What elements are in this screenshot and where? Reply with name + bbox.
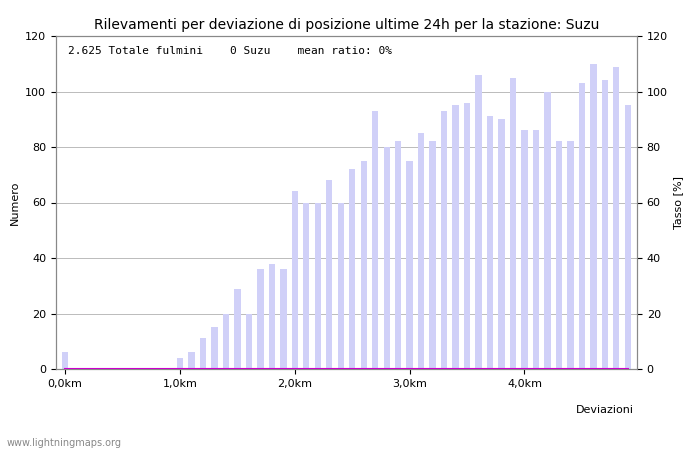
Bar	[602, 81, 608, 369]
Bar	[418, 133, 424, 369]
Title: Rilevamenti per deviazione di posizione ultime 24h per la stazione: Suzu: Rilevamenti per deviazione di posizione …	[94, 18, 599, 32]
Text: 2.625 Totale fulmini    0 Suzu    mean ratio: 0%: 2.625 Totale fulmini 0 Suzu mean ratio: …	[68, 46, 391, 56]
Bar	[384, 147, 390, 369]
Bar	[590, 64, 596, 369]
Bar	[177, 358, 183, 369]
Bar	[62, 352, 69, 369]
Bar	[452, 105, 458, 369]
Bar	[246, 314, 252, 369]
Bar	[441, 111, 447, 369]
Bar	[567, 141, 573, 369]
Bar	[533, 130, 539, 369]
Bar	[624, 105, 631, 369]
Bar	[487, 117, 494, 369]
Bar	[349, 169, 356, 369]
Bar	[269, 264, 275, 369]
Bar	[337, 202, 344, 369]
Bar	[395, 141, 401, 369]
Bar	[326, 180, 332, 369]
Bar	[199, 338, 206, 369]
Bar	[211, 327, 218, 369]
Bar	[579, 83, 585, 369]
Bar	[292, 191, 298, 369]
Y-axis label: Numero: Numero	[10, 180, 20, 225]
Text: Deviazioni: Deviazioni	[575, 405, 634, 415]
Bar	[234, 288, 241, 369]
Bar	[613, 67, 620, 369]
Bar	[280, 269, 286, 369]
Y-axis label: Tasso [%]: Tasso [%]	[673, 176, 683, 229]
Bar	[257, 269, 263, 369]
Bar	[303, 202, 309, 369]
Bar	[556, 141, 562, 369]
Bar	[464, 103, 470, 369]
Bar	[522, 130, 528, 369]
Bar	[475, 75, 482, 369]
Text: www.lightningmaps.org: www.lightningmaps.org	[7, 438, 122, 448]
Bar	[510, 77, 516, 369]
Bar	[372, 111, 379, 369]
Bar	[545, 91, 551, 369]
Bar	[188, 352, 195, 369]
Bar	[430, 141, 436, 369]
Bar	[314, 202, 321, 369]
Bar	[407, 161, 413, 369]
Bar	[223, 314, 229, 369]
Bar	[360, 161, 367, 369]
Bar	[498, 119, 505, 369]
